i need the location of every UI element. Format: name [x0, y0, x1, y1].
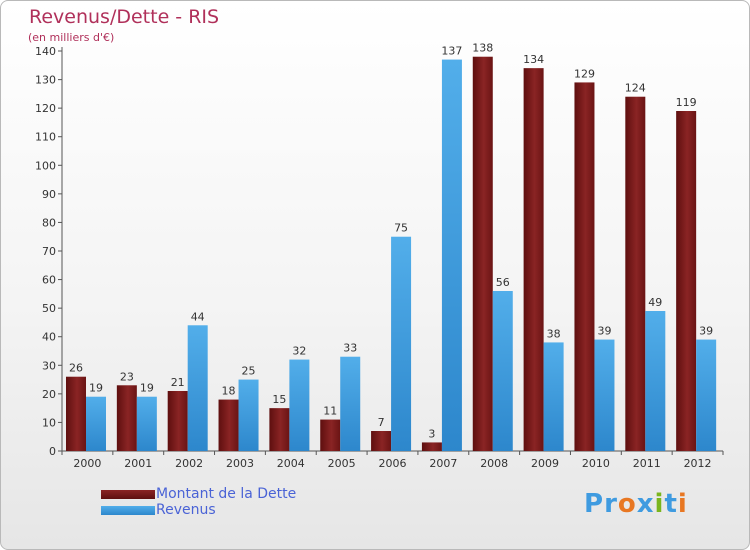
x-tick-label: 2011: [633, 457, 661, 470]
bar-revenue: [696, 339, 717, 451]
y-tick-label: 80: [42, 216, 56, 229]
value-label: 119: [676, 96, 697, 109]
bar-debt: [523, 68, 544, 452]
legend-label-revenue: Revenus: [156, 502, 216, 518]
bars: [66, 56, 717, 452]
y-tick-label: 30: [42, 359, 56, 372]
y-tick-label: 90: [42, 188, 56, 201]
value-label: 138: [472, 42, 493, 55]
logo-letter: o: [617, 489, 637, 519]
value-label: 137: [441, 45, 462, 58]
bar-revenue: [86, 396, 106, 451]
logo-letter: t: [664, 489, 678, 519]
bar-revenue: [238, 379, 259, 451]
value-label: 32: [292, 345, 306, 358]
y-tick-label: 0: [49, 445, 56, 458]
x-tick-label: 2008: [480, 457, 508, 470]
value-label: 75: [394, 222, 408, 235]
bar-debt: [625, 96, 646, 451]
x-tick-label: 2004: [277, 457, 305, 470]
value-label: 124: [625, 82, 646, 95]
value-label: 39: [699, 325, 713, 338]
value-label: 39: [597, 325, 611, 338]
x-tick-label: 2009: [531, 457, 559, 470]
y-tick-label: 70: [42, 245, 56, 258]
logo-letter: i: [654, 489, 665, 519]
value-label: 11: [323, 405, 337, 418]
bar-revenue: [391, 236, 412, 451]
value-label: 7: [378, 416, 385, 429]
y-tick-label: 110: [35, 131, 56, 144]
bar-debt: [421, 442, 442, 451]
bar-revenue: [187, 325, 208, 451]
bar-debt: [676, 111, 697, 451]
y-tick-label: 10: [42, 416, 56, 429]
logo-letter: i: [677, 489, 688, 519]
logo-letter: x: [636, 489, 655, 519]
y-tick-label: 100: [35, 159, 56, 172]
x-tick-label: 2003: [226, 457, 254, 470]
bar-debt: [371, 431, 392, 451]
bar-revenue: [543, 342, 564, 451]
logo-letter: r: [604, 489, 618, 519]
value-label: 18: [222, 385, 236, 398]
x-tick-label: 2010: [582, 457, 610, 470]
x-tick-label: 2005: [328, 457, 356, 470]
value-label: 56: [496, 276, 510, 289]
value-label: 38: [547, 327, 561, 340]
value-label: 49: [648, 296, 662, 309]
bar-debt: [167, 391, 188, 451]
value-label: 33: [343, 342, 357, 355]
bar-debt: [218, 399, 239, 451]
value-label: 26: [69, 362, 83, 375]
x-tick-label: 2007: [429, 457, 457, 470]
value-label: 19: [140, 382, 154, 395]
value-label: 23: [120, 370, 134, 383]
y-tick-label: 60: [42, 274, 56, 287]
x-tick-label: 2002: [175, 457, 203, 470]
bar-revenue: [136, 396, 157, 451]
value-label: 44: [191, 310, 205, 323]
value-label: 19: [89, 382, 103, 395]
legend-label-debt: Montant de la Dette: [156, 486, 297, 502]
bar-revenue: [645, 311, 666, 451]
value-label: 15: [272, 393, 286, 406]
value-label: 134: [523, 53, 544, 66]
bar-revenue: [492, 291, 513, 451]
value-label: 25: [242, 365, 256, 378]
value-label: 21: [171, 376, 185, 389]
proxiti-logo: Proxiti: [584, 489, 688, 519]
y-tick-label: 130: [35, 74, 56, 87]
legend-swatch-debt: [101, 490, 155, 499]
chart-title: Revenus/Dette - RIS: [29, 6, 220, 28]
bar-debt: [472, 56, 493, 451]
value-labels: 26 23 21 18 15 11 7 3 138 134 129 124 119 19 19 44 25 32 3…: [69, 42, 713, 441]
y-tick-label: 140: [35, 45, 56, 58]
bar-debt: [320, 419, 341, 451]
bar-debt: [269, 408, 290, 451]
y-tick-label: 40: [42, 331, 56, 344]
legend-swatch-revenue: [101, 506, 155, 515]
bar-revenue: [289, 359, 310, 451]
logo-letter: P: [584, 489, 605, 519]
x-tick-label: 2006: [379, 457, 407, 470]
value-label: 3: [428, 427, 435, 440]
chart-subtitle: (en milliers d'€): [28, 31, 115, 44]
bar-revenue: [441, 59, 462, 451]
value-label: 129: [574, 67, 595, 80]
bar-revenue: [340, 356, 361, 451]
x-tick-label: 2000: [73, 457, 101, 470]
bar-debt: [66, 376, 86, 451]
x-tick-label: 2001: [124, 457, 152, 470]
y-tick-label: 50: [42, 302, 56, 315]
y-tick-label: 120: [35, 102, 56, 115]
bar-debt: [574, 82, 595, 451]
bar-debt: [116, 385, 137, 451]
y-tick-label: 20: [42, 388, 56, 401]
x-tick-label: 2012: [684, 457, 712, 470]
bar-revenue: [594, 339, 615, 451]
